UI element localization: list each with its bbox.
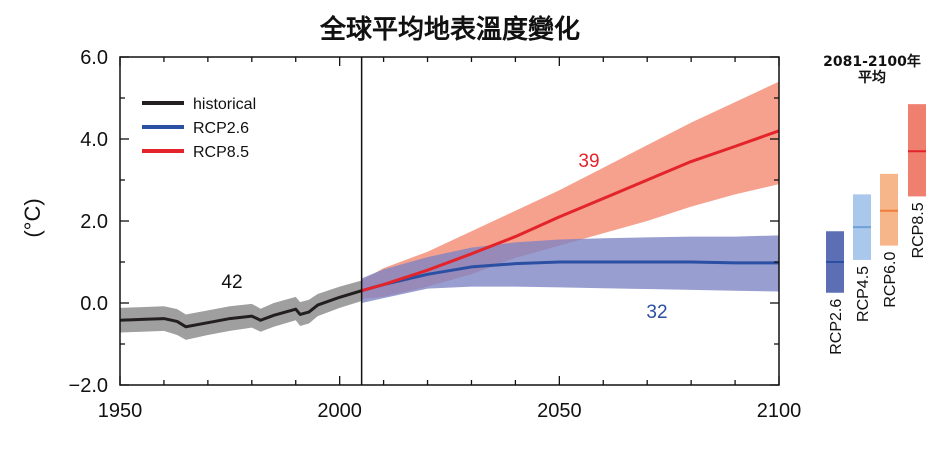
mean-line-rcp85 bbox=[361, 129, 780, 293]
range-label-rcp26: RCP2.6 bbox=[828, 299, 845, 355]
range-bar-rcp60 bbox=[880, 173, 898, 246]
uncertainty-band-rcp85 bbox=[361, 81, 779, 299]
side-panel-title-line2: 平均 bbox=[858, 69, 886, 86]
x-tick-label: 1950 bbox=[98, 400, 143, 422]
range-label-rcp60: RCP6.0 bbox=[882, 252, 899, 308]
x-tick-label: 2000 bbox=[317, 400, 362, 422]
y-tick-label: 0.0 bbox=[80, 293, 108, 315]
mean-line-rcp26 bbox=[361, 260, 779, 293]
model-count-rcp26: 32 bbox=[646, 302, 667, 323]
x-tick-label: 2100 bbox=[757, 400, 802, 422]
y-tick-label: 6.0 bbox=[80, 47, 108, 69]
mean-line-historical bbox=[119, 289, 363, 329]
y-tick-label: −2.0 bbox=[69, 375, 108, 397]
model-count-rcp85: 39 bbox=[578, 151, 599, 172]
range-label-rcp45: RCP4.5 bbox=[855, 266, 872, 322]
y-tick-label: 2.0 bbox=[80, 211, 108, 233]
side-panel-title-line1: 2081-2100年 bbox=[823, 53, 921, 70]
range-bar-rcp85 bbox=[908, 104, 926, 197]
legend-label-rcp85: RCP8.5 bbox=[193, 144, 249, 161]
chart-title: 全球平均地表溫度變化 bbox=[319, 14, 580, 45]
legend-label-rcp26: RCP2.6 bbox=[193, 120, 249, 137]
y-tick-label: 4.0 bbox=[80, 129, 108, 151]
legend-label-historical: historical bbox=[193, 96, 256, 113]
y-axis-label: (°C) bbox=[20, 198, 45, 237]
range-label-rcp85: RCP8.5 bbox=[910, 202, 927, 258]
model-count-historical: 42 bbox=[221, 272, 242, 293]
x-tick-label: 2050 bbox=[537, 400, 582, 422]
uncertainty-band-rcp26 bbox=[361, 235, 779, 303]
legend: historical RCP2.6 RCP8.5 bbox=[142, 96, 256, 161]
